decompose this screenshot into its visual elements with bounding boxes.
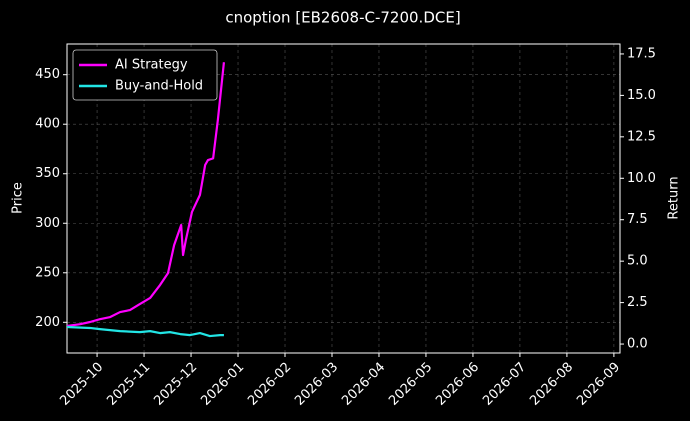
y2-tick-label: 2.5 — [627, 295, 648, 310]
x-tick-label: 2026-07 — [480, 360, 529, 409]
y2-tick-label: 12.5 — [627, 129, 656, 144]
y-tick-label: 450 — [35, 67, 60, 82]
x-tick-label: 2026-03 — [292, 360, 341, 409]
y2-tick-label: 5.0 — [627, 254, 648, 269]
x-tick-label: 2026-05 — [386, 360, 435, 409]
y2-tick-label: 7.5 — [627, 212, 648, 227]
y-tick-label: 200 — [35, 315, 60, 330]
y2-tick-label: 17.5 — [627, 46, 656, 61]
x-tick-label: 2026-01 — [198, 360, 247, 409]
series-line — [66, 62, 226, 328]
legend-label: Buy-and-Hold — [115, 79, 203, 94]
y-tick-label: 300 — [35, 216, 60, 231]
x-tick-label: 2026-06 — [433, 360, 482, 409]
series-line — [66, 325, 224, 338]
y2-tick-label: 15.0 — [627, 88, 656, 103]
y-tick-label: 250 — [35, 265, 60, 280]
x-tick-label: 2026-08 — [527, 360, 576, 409]
legend-box — [72, 49, 218, 101]
legend-label: AI Strategy — [115, 58, 188, 73]
y2-axis-label: Return — [667, 176, 682, 219]
x-tick-label: 2025-11 — [104, 360, 153, 409]
x-tick-label: 2025-12 — [151, 360, 200, 409]
y-tick-label: 400 — [35, 117, 60, 132]
x-tick-label: 2025-10 — [57, 360, 106, 409]
y-tick-label: 350 — [35, 166, 60, 181]
y2-tick-label: 10.0 — [627, 171, 656, 186]
y2-tick-label: 0.0 — [627, 337, 648, 352]
x-tick-label: 2026-02 — [245, 360, 294, 409]
x-tick-label: 2026-04 — [339, 360, 388, 409]
plot-frame — [66, 43, 621, 354]
y-axis-label: Price — [11, 182, 26, 214]
chart-title: cnoption [EB2608-C-7200.DCE] — [225, 9, 460, 27]
x-tick-label: 2026-09 — [574, 360, 623, 409]
